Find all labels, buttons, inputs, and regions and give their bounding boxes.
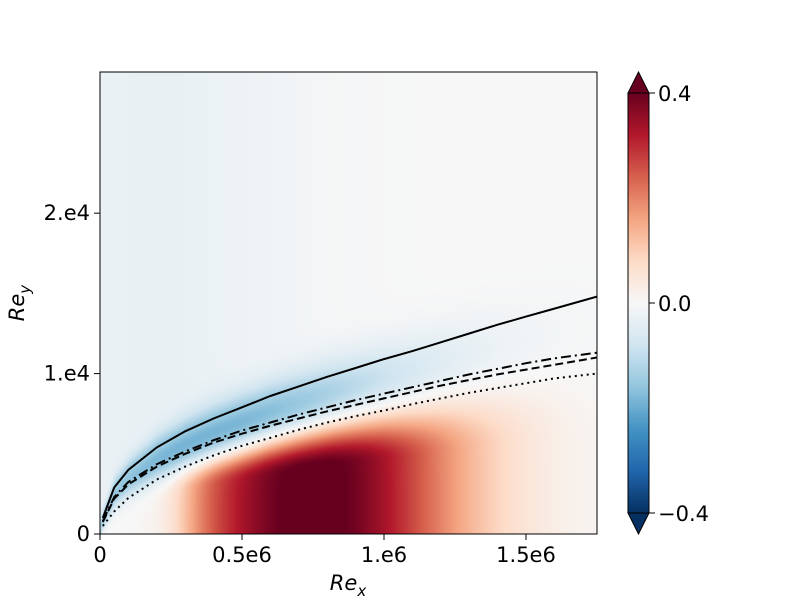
x-tick-label: 1.5e6 xyxy=(496,543,556,567)
curve-solid xyxy=(101,295,597,519)
contour-curves xyxy=(101,295,597,527)
curve-dashdot xyxy=(101,351,597,522)
x-axis: 0 0.5e6 1.e6 1.5e6 xyxy=(93,534,556,567)
x-tick-label: 0 xyxy=(93,543,106,567)
curve-dashed xyxy=(101,356,597,523)
y-tick-label: 2.e4 xyxy=(44,201,90,225)
colorbar-ticks: 0.4 0.0 −0.4 xyxy=(649,82,709,526)
y-tick-label: 1.e4 xyxy=(44,362,90,386)
x-axis-label-main: Re xyxy=(330,571,358,595)
colorbar-tick-label: 0.4 xyxy=(658,82,691,106)
colorbar-tick-label: 0.0 xyxy=(658,292,691,316)
y-axis: 0 1.e4 2.e4 xyxy=(44,201,100,546)
colorbar-top-extend xyxy=(627,70,650,94)
x-axis-label: Rex xyxy=(330,571,367,600)
y-axis-label-subscript: y xyxy=(16,284,34,295)
colorbar-bottom-extend xyxy=(627,512,650,536)
x-axis-label-subscript: x xyxy=(356,582,366,600)
x-tick-label: 1.e6 xyxy=(361,543,407,567)
y-tick-label: 0 xyxy=(77,522,90,546)
y-axis-label: Rey xyxy=(5,284,34,322)
colorbar-tick-label: −0.4 xyxy=(658,502,709,526)
colorbar: 0.4 0.0 −0.4 xyxy=(627,70,709,536)
x-tick-label: 0.5e6 xyxy=(212,543,272,567)
heatmap-field xyxy=(100,72,597,534)
y-axis-label-main: Re xyxy=(5,294,29,322)
plot-frame xyxy=(99,71,598,535)
colorbar-body xyxy=(627,92,650,514)
